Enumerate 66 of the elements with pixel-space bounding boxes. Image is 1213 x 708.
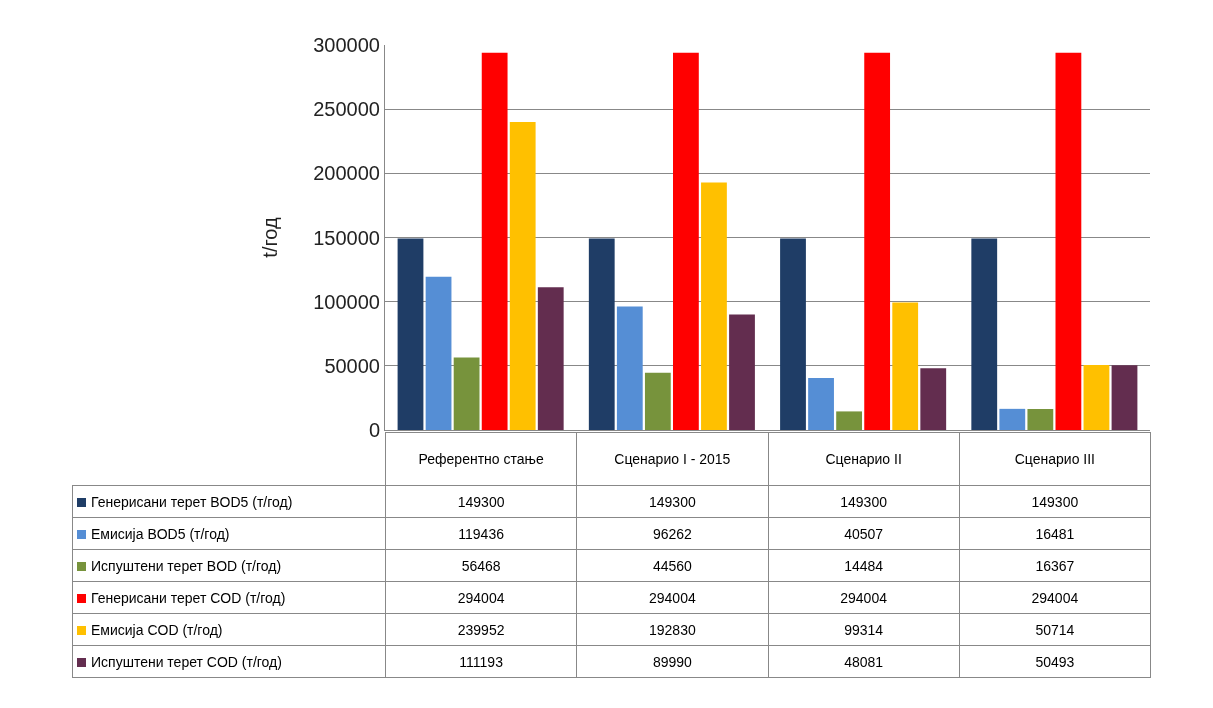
bar — [971, 238, 998, 430]
bar — [1111, 365, 1138, 430]
data-label: 119436 — [385, 517, 577, 550]
bar — [864, 52, 891, 430]
bar — [1055, 52, 1082, 430]
x-tick-label: Сценарио II — [768, 432, 960, 486]
data-label: 16481 — [959, 517, 1151, 550]
bar — [481, 52, 508, 430]
data-label: 149300 — [385, 485, 577, 518]
bar — [701, 182, 727, 430]
data-label: 48081 — [768, 645, 960, 678]
x-tick-label: Сценарио I - 2015 — [576, 432, 768, 486]
x-tick-label: Референтно стање — [385, 432, 577, 486]
data-label: 149300 — [959, 485, 1151, 518]
bar — [1083, 364, 1110, 430]
bar — [453, 357, 480, 430]
data-label: 14484 — [768, 549, 960, 582]
data-label: 149300 — [768, 485, 960, 518]
y-tick-label: 100000 — [313, 290, 380, 313]
data-label: 99314 — [768, 613, 960, 646]
data-label: 239952 — [385, 613, 577, 646]
y-axis-title: t/год — [258, 217, 281, 258]
bar — [537, 287, 564, 430]
data-label: 96262 — [576, 517, 768, 550]
data-label: 89990 — [576, 645, 768, 678]
data-label: 294004 — [385, 581, 577, 614]
data-label: 294004 — [576, 581, 768, 614]
legend-label: Генерисани терет BOD5 (т/год) — [91, 493, 293, 510]
bar — [673, 52, 699, 430]
bar — [920, 368, 947, 430]
data-label: 111193 — [385, 645, 577, 678]
legend-label: Емисија BOD5 (т/год) — [91, 525, 230, 542]
data-label: 294004 — [768, 581, 960, 614]
data-label: 50493 — [959, 645, 1151, 678]
bar — [892, 302, 919, 430]
data-label: 149300 — [576, 485, 768, 518]
bar — [836, 411, 862, 430]
bar — [808, 378, 834, 430]
legend-label: Емисија COD (т/год) — [91, 621, 223, 638]
x-tick-label: Сценарио III — [959, 432, 1151, 486]
legend-label: Генерисани терет COD (т/год) — [91, 589, 286, 606]
y-tick-label: 250000 — [313, 98, 380, 121]
bar — [729, 314, 755, 430]
bar — [509, 122, 536, 430]
bar — [780, 238, 806, 430]
data-label: 44560 — [576, 549, 768, 582]
bar — [999, 408, 1026, 430]
bar — [1027, 409, 1054, 430]
legend-label: Испуштени терет COD (т/год) — [91, 653, 282, 670]
data-label: 56468 — [385, 549, 577, 582]
bar — [644, 372, 671, 430]
y-tick-label: 0 — [368, 419, 380, 441]
data-label: 40507 — [768, 517, 960, 550]
legend-label: Испуштени терет BOD (т/год) — [91, 557, 282, 574]
bar — [397, 238, 424, 430]
data-label: 16367 — [959, 549, 1151, 582]
y-tick-label: 200000 — [313, 162, 380, 185]
y-tick-label: 150000 — [313, 226, 380, 249]
bar — [588, 238, 615, 430]
data-label: 192830 — [576, 613, 768, 646]
data-label: 294004 — [959, 581, 1151, 614]
bar — [425, 276, 452, 430]
y-tick-label: 50000 — [324, 354, 380, 377]
y-tick-label: 300000 — [313, 34, 380, 56]
bar — [616, 306, 643, 430]
data-label: 50714 — [959, 613, 1151, 646]
